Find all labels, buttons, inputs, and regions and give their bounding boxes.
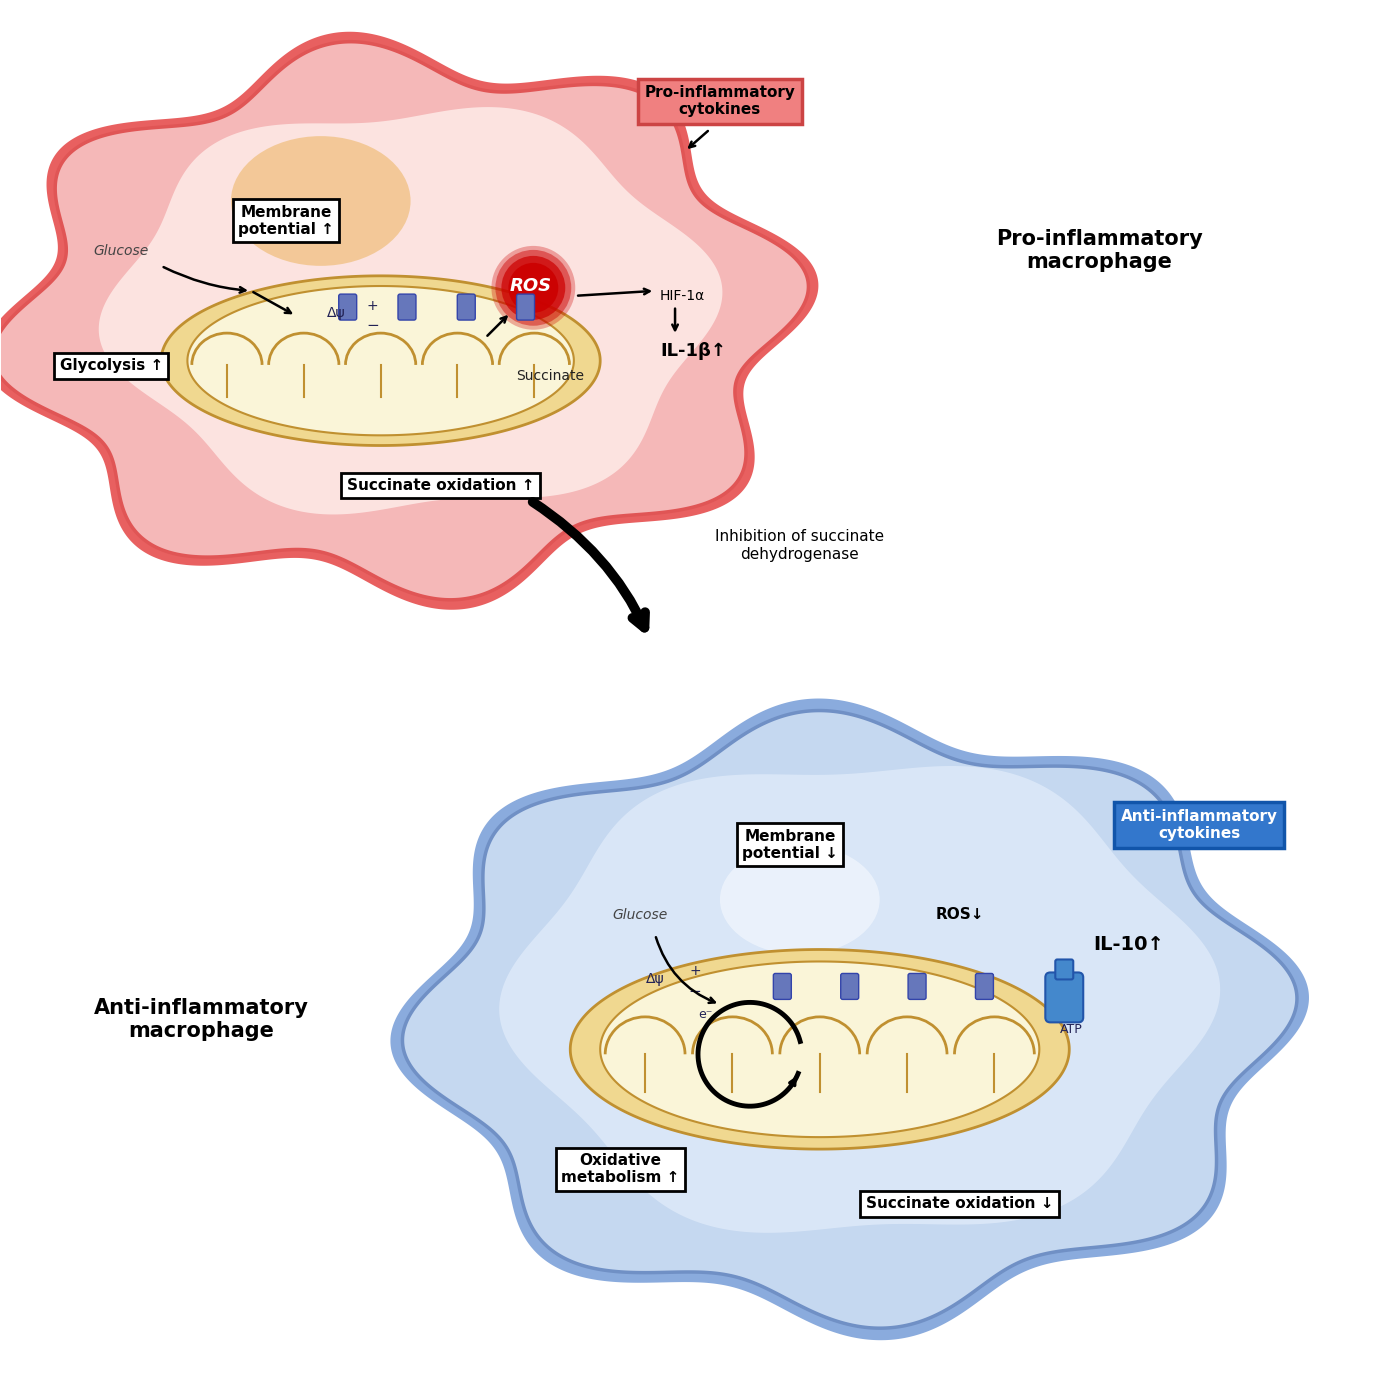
Text: ATP: ATP (1060, 1023, 1082, 1036)
Text: Succinate: Succinate (517, 368, 584, 382)
Text: Glucose: Glucose (94, 244, 148, 258)
Text: IL-1β↑: IL-1β↑ (659, 342, 727, 360)
FancyBboxPatch shape (1046, 973, 1084, 1022)
FancyBboxPatch shape (909, 973, 925, 1000)
Ellipse shape (720, 844, 879, 955)
FancyBboxPatch shape (841, 973, 858, 1000)
Text: Δψ: Δψ (326, 305, 344, 319)
Polygon shape (99, 106, 722, 514)
Text: Membrane
potential ↑: Membrane potential ↑ (238, 204, 333, 237)
FancyBboxPatch shape (773, 973, 791, 1000)
Polygon shape (0, 42, 808, 599)
FancyBboxPatch shape (458, 294, 475, 321)
Text: Pro-inflammatory
cytokines: Pro-inflammatory cytokines (644, 85, 795, 118)
Text: +: + (367, 298, 378, 312)
Text: Glucose: Glucose (612, 907, 668, 921)
Text: Inhibition of succinate
dehydrogenase: Inhibition of succinate dehydrogenase (715, 529, 885, 561)
Text: Oxidative
metabolism ↑: Oxidative metabolism ↑ (561, 1152, 679, 1186)
Text: Pro-inflammatory
macrophage: Pro-inflammatory macrophage (995, 230, 1203, 273)
Text: e⁻: e⁻ (697, 1008, 713, 1021)
FancyBboxPatch shape (517, 294, 535, 321)
Text: Glycolysis ↑: Glycolysis ↑ (60, 358, 162, 374)
Polygon shape (402, 711, 1296, 1329)
Polygon shape (392, 700, 1308, 1338)
Polygon shape (0, 34, 818, 609)
Polygon shape (500, 766, 1221, 1233)
Text: Membrane
potential ↓: Membrane potential ↓ (742, 829, 837, 861)
Polygon shape (601, 962, 1039, 1137)
Text: +: + (689, 965, 701, 979)
Text: IL-10↑: IL-10↑ (1093, 935, 1165, 953)
Text: ROS↓: ROS↓ (935, 907, 984, 923)
Text: Succinate oxidation ↑: Succinate oxidation ↑ (347, 477, 535, 493)
Polygon shape (188, 286, 574, 435)
Polygon shape (570, 949, 1070, 1149)
Text: Succinate oxidation ↓: Succinate oxidation ↓ (865, 1197, 1053, 1211)
Circle shape (501, 256, 566, 319)
Text: Anti-inflammatory
macrophage: Anti-inflammatory macrophage (94, 998, 308, 1042)
Circle shape (491, 246, 575, 330)
FancyBboxPatch shape (1056, 959, 1074, 980)
Circle shape (508, 263, 559, 312)
Text: Δψ: Δψ (645, 973, 665, 987)
Ellipse shape (231, 136, 410, 266)
FancyBboxPatch shape (339, 294, 357, 321)
FancyBboxPatch shape (976, 973, 994, 1000)
Text: HIF-1α: HIF-1α (659, 288, 706, 302)
Text: Anti-inflammatory
cytokines: Anti-inflammatory cytokines (1120, 809, 1278, 841)
FancyBboxPatch shape (398, 294, 416, 321)
Polygon shape (161, 276, 601, 445)
Circle shape (496, 249, 571, 326)
Text: −: − (689, 984, 701, 1000)
Text: −: − (367, 318, 379, 333)
Text: ROS: ROS (510, 277, 552, 295)
